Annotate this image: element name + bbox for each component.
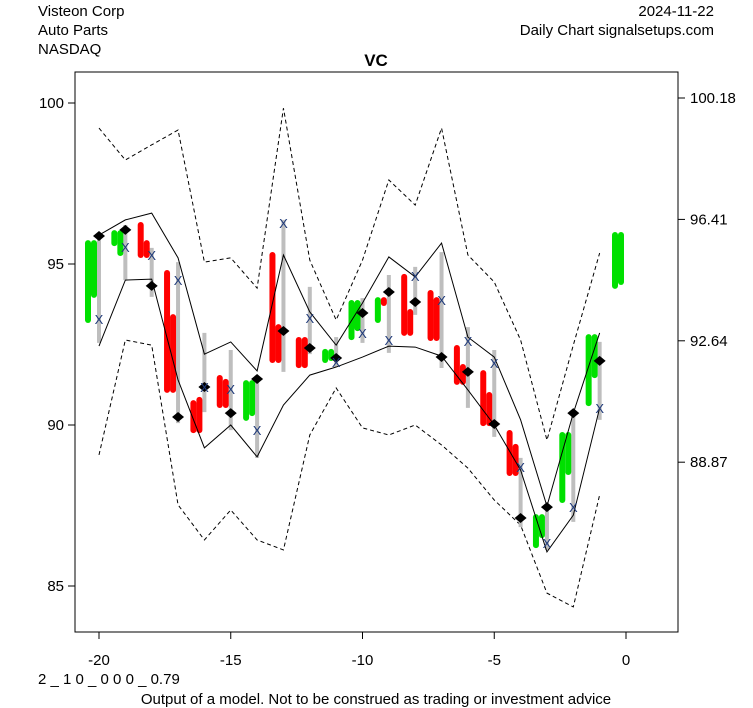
disclaimer: Output of a model. Not to be construed a… (141, 691, 611, 708)
upper-dashed-band (98, 108, 601, 443)
x-tick-label: 0 (622, 652, 630, 669)
diamond-marker (251, 373, 264, 384)
diamond-marker (119, 224, 132, 235)
axes: -20 -15 -10 -5 0 85 90 95 100 100.18 96.41 92.64 88.… (39, 90, 736, 669)
diamond-marker (409, 296, 422, 307)
y2-tick-label: 92.64 (690, 333, 728, 350)
x-marker: X (385, 333, 394, 348)
x-tick-label: -10 (352, 652, 374, 669)
diamond-marker (277, 325, 290, 336)
x-marker: X (464, 334, 473, 349)
diamond-marker (435, 352, 448, 363)
diamond-marker (488, 419, 501, 430)
diamond-marker (145, 280, 158, 291)
diamond-marker (198, 382, 211, 393)
sector: Auto Parts (38, 22, 108, 39)
diamond-marker (461, 366, 474, 377)
y2-tick-label: 100.18 (690, 90, 736, 107)
diamond-marker (330, 353, 343, 364)
diamond-marker (224, 408, 237, 419)
x-marker: X (305, 311, 314, 326)
x-marker: X (358, 326, 367, 341)
diamond-marker (514, 513, 527, 524)
chart-date: 2024-11-22 (638, 3, 714, 20)
x-marker: X (595, 401, 604, 416)
lower-solid-band (98, 278, 601, 553)
diamond-marker (356, 307, 369, 318)
company-name: Visteon Corp (38, 3, 124, 20)
x-marker: X (490, 356, 499, 371)
x-tick-label: -15 (220, 652, 242, 669)
x-marker: X (279, 216, 288, 231)
diamond-marker (93, 230, 105, 241)
x-marker: X (200, 380, 209, 395)
y-tick-label: 90 (47, 417, 64, 434)
x-marker: X (226, 382, 235, 397)
x-tick-label: -5 (488, 652, 501, 669)
x-marker: X (437, 293, 446, 308)
y-tick-label: 95 (47, 256, 64, 273)
x-marker: X (121, 240, 130, 255)
marks: X X X X X X X X X X X X X X X X X X X X (85, 108, 624, 608)
chart-source: Daily Chart signalsetups.com (520, 22, 714, 39)
diamond-marker (303, 343, 316, 354)
x-marker: X (253, 423, 262, 438)
exchange: NASDAQ (38, 41, 101, 58)
x-marker: X (543, 536, 552, 551)
diamond-marker (172, 411, 185, 422)
x-marker: X (569, 500, 578, 515)
upper-solid-band (98, 212, 601, 508)
y-tick-label: 100 (39, 95, 64, 112)
model-code: 2 _ 1 0 _ 0 0 0 _ 0.79 (38, 671, 180, 688)
diamond-marker (567, 408, 580, 419)
x-marker: X (332, 355, 341, 370)
y2-tick-label: 96.41 (690, 211, 728, 228)
y2-tick-label: 88.87 (690, 454, 728, 471)
x-marker: X (95, 312, 104, 327)
y-tick-label: 85 (47, 578, 64, 595)
x-marker: X (174, 273, 183, 288)
x-tick-label: -20 (88, 652, 110, 669)
lower-dashed-band (98, 339, 601, 608)
x-marker: X (516, 460, 525, 475)
x-marker: X (147, 248, 156, 263)
x-marker: X (411, 269, 420, 284)
diamond-marker (540, 502, 553, 513)
chart-title: VC (364, 51, 388, 70)
diamond-marker (382, 287, 395, 298)
diamond-marker (593, 355, 606, 366)
plot-frame (74, 71, 679, 633)
